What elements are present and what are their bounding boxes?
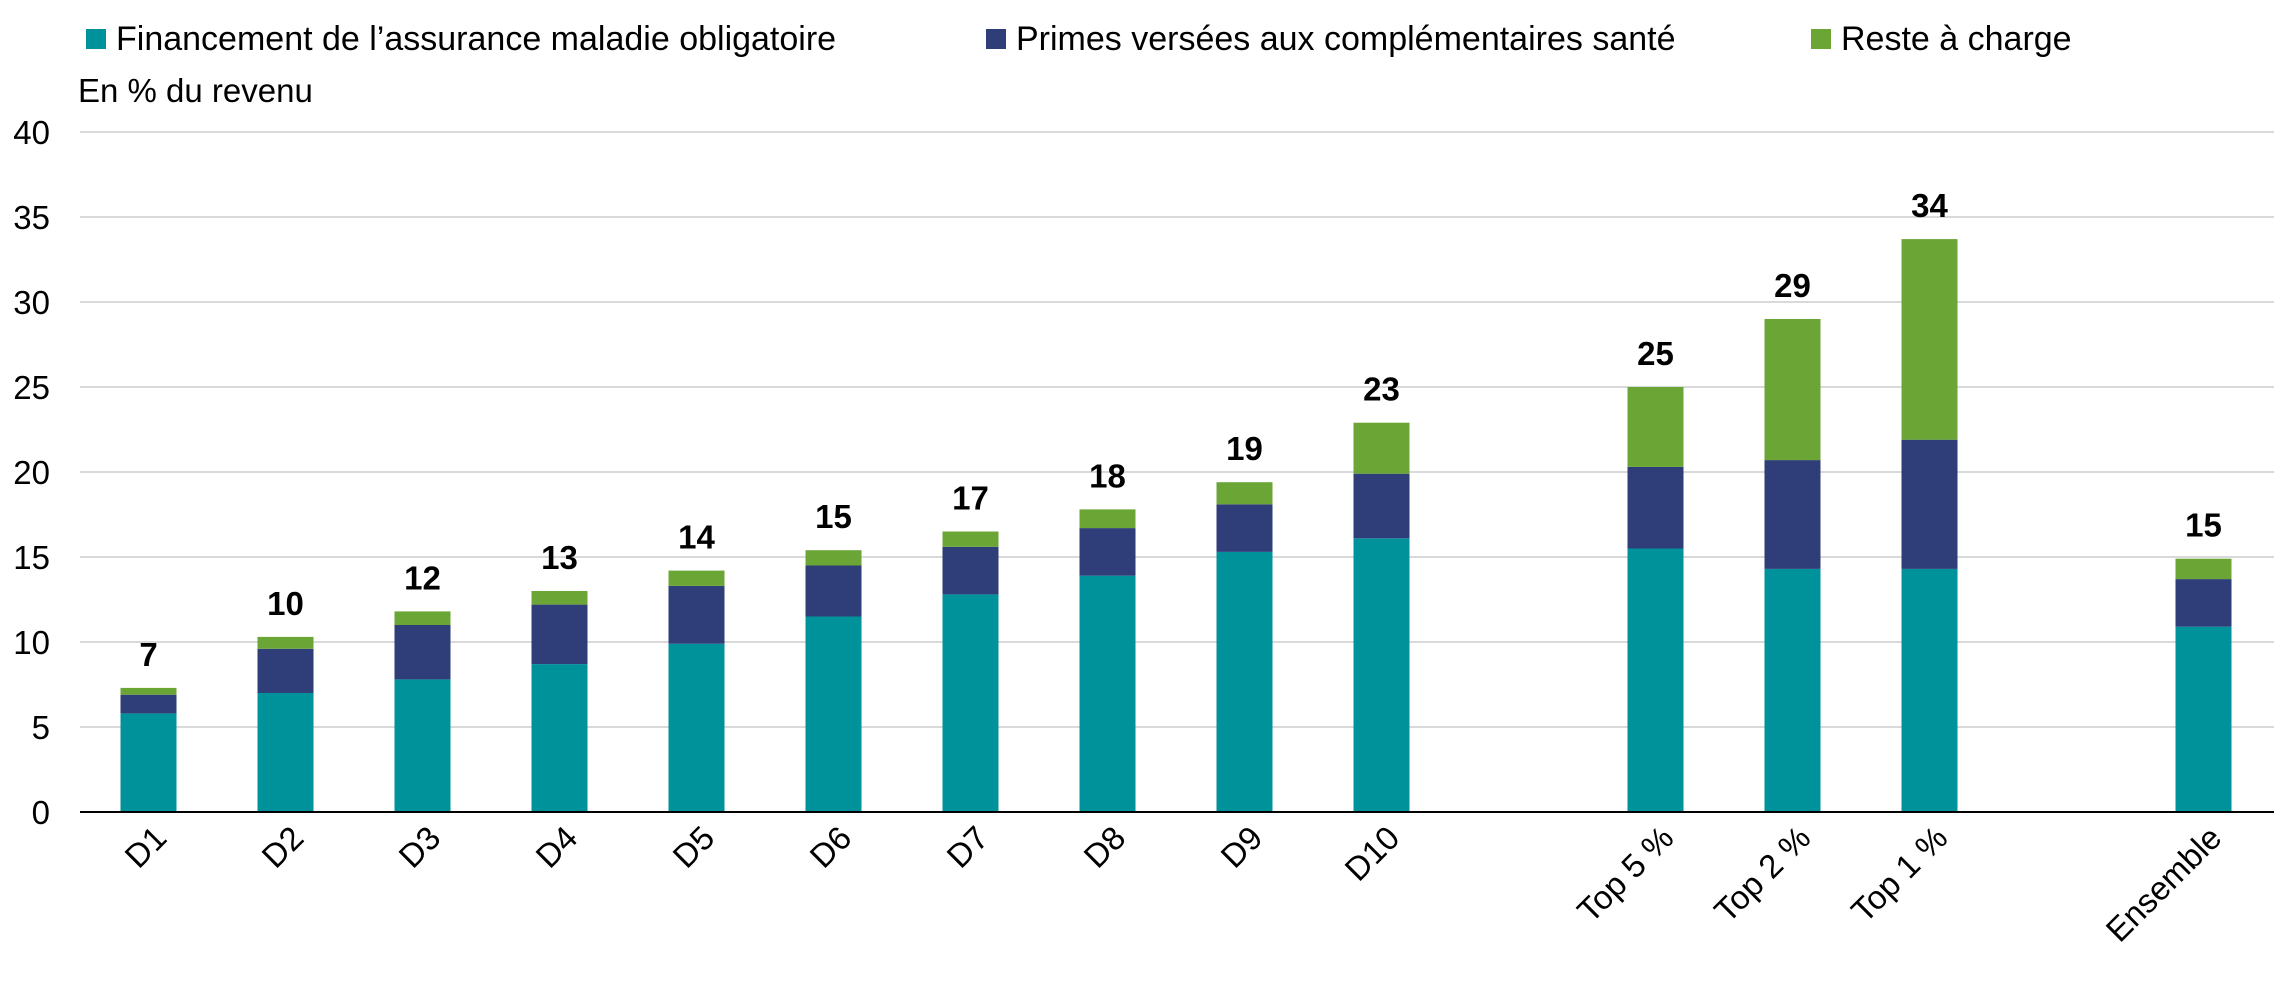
x-tick-label-d10: D10 bbox=[1337, 819, 1406, 888]
bar-d8-series-1 bbox=[1079, 575, 1136, 812]
legend-item-reste: Reste à charge bbox=[1811, 20, 2072, 59]
data-label-total-d2: 10 bbox=[267, 585, 304, 622]
x-tick-label-d1: D1 bbox=[117, 819, 173, 875]
y-tick-label-35: 35 bbox=[13, 199, 50, 236]
bar-d4-series-3 bbox=[531, 591, 588, 605]
bar-ensemble-series-3 bbox=[2175, 558, 2232, 580]
x-tick-label-top-1: Top 1 % bbox=[1844, 819, 1954, 929]
x-tick-label-d3: D3 bbox=[391, 819, 447, 875]
bar-d9-series-3 bbox=[1216, 482, 1273, 505]
x-tick-label-d5: D5 bbox=[665, 819, 721, 875]
data-label-total-ensemble: 15 bbox=[2185, 507, 2222, 544]
bar-d2-series-1 bbox=[257, 693, 314, 812]
bar-d1-series-3 bbox=[120, 687, 177, 695]
y-tick-label-30: 30 bbox=[13, 284, 50, 321]
legend-swatch-financement bbox=[86, 29, 106, 49]
bar-d2-series-3 bbox=[257, 636, 314, 649]
bar-d1-series-1 bbox=[120, 713, 177, 812]
bar-top-1-series-3 bbox=[1901, 239, 1958, 440]
data-label-total-d9: 19 bbox=[1226, 430, 1263, 467]
bar-d6-series-3 bbox=[805, 550, 862, 566]
x-tick-label-top-2: Top 2 % bbox=[1707, 819, 1817, 929]
data-label-total-d6: 15 bbox=[815, 498, 852, 535]
bar-top-2-series-1 bbox=[1764, 568, 1821, 812]
data-label-total-d3: 12 bbox=[404, 559, 441, 596]
bar-d8-series-3 bbox=[1079, 509, 1136, 529]
x-tick-label-d8: D8 bbox=[1076, 819, 1132, 875]
bar-d9-series-2 bbox=[1216, 504, 1273, 552]
bar-d10-series-3 bbox=[1353, 422, 1410, 474]
x-tick-label-d7: D7 bbox=[939, 819, 995, 875]
legend: Financement de l’assurance maladie oblig… bbox=[86, 14, 2072, 64]
x-tick-label-d9: D9 bbox=[1213, 819, 1269, 875]
bar-d3-series-1 bbox=[394, 679, 451, 812]
data-label-total-top-5: 25 bbox=[1637, 335, 1674, 372]
y-tick-label-25: 25 bbox=[13, 369, 50, 406]
x-tick-label-d2: D2 bbox=[254, 819, 310, 875]
bar-top-5-series-1 bbox=[1627, 548, 1684, 812]
legend-label-financement: Financement de l’assurance maladie oblig… bbox=[116, 19, 837, 58]
bar-top-1-series-1 bbox=[1901, 568, 1958, 812]
bar-d6-series-1 bbox=[805, 616, 862, 812]
legend-label-primes: Primes versées aux complémentaires santé bbox=[1016, 19, 1676, 58]
bar-d10-series-1 bbox=[1353, 538, 1410, 812]
x-tick-label-d4: D4 bbox=[528, 819, 584, 875]
bar-d8-series-2 bbox=[1079, 528, 1136, 576]
y-tick-label-15: 15 bbox=[13, 539, 50, 576]
bar-d4-series-2 bbox=[531, 604, 588, 665]
bar-d6-series-2 bbox=[805, 565, 862, 617]
bar-d3-series-2 bbox=[394, 625, 451, 680]
bar-top-5-series-2 bbox=[1627, 466, 1684, 549]
bar-d1-series-2 bbox=[120, 694, 177, 714]
x-tick-label-ensemble: Ensemble bbox=[2099, 819, 2229, 949]
y-tick-label-20: 20 bbox=[13, 454, 50, 491]
data-label-total-top-2: 29 bbox=[1774, 267, 1811, 304]
bar-ensemble-series-2 bbox=[2175, 579, 2232, 627]
data-label-total-d7: 17 bbox=[952, 480, 989, 517]
legend-label-reste: Reste à charge bbox=[1841, 19, 2072, 58]
y-tick-label-5: 5 bbox=[32, 709, 50, 746]
y-tick-label-0: 0 bbox=[32, 794, 50, 831]
x-tick-label-top-5: Top 5 % bbox=[1570, 819, 1680, 929]
bar-d7-series-3 bbox=[942, 531, 999, 547]
bar-d7-series-1 bbox=[942, 594, 999, 812]
y-axis-label: En % du revenu bbox=[78, 72, 313, 109]
bar-top-2-series-2 bbox=[1764, 460, 1821, 569]
bar-ensemble-series-1 bbox=[2175, 626, 2232, 812]
bar-top-2-series-3 bbox=[1764, 319, 1821, 461]
data-label-total-d5: 14 bbox=[678, 519, 715, 556]
bar-d4-series-1 bbox=[531, 664, 588, 812]
data-label-total-d8: 18 bbox=[1089, 457, 1126, 494]
bar-d2-series-2 bbox=[257, 648, 314, 693]
data-label-total-d10: 23 bbox=[1363, 371, 1400, 408]
bar-d3-series-3 bbox=[394, 611, 451, 625]
legend-item-financement: Financement de l’assurance maladie oblig… bbox=[86, 20, 986, 59]
bar-d7-series-2 bbox=[942, 546, 999, 595]
bar-d5-series-1 bbox=[668, 643, 725, 812]
y-tick-label-40: 40 bbox=[13, 114, 50, 151]
bar-d5-series-3 bbox=[668, 570, 725, 586]
data-label-total-d1: 7 bbox=[139, 636, 157, 673]
y-tick-label-10: 10 bbox=[13, 624, 50, 661]
bar-d9-series-1 bbox=[1216, 551, 1273, 812]
legend-item-primes: Primes versées aux complémentaires santé bbox=[986, 20, 1811, 59]
data-label-total-d4: 13 bbox=[541, 539, 578, 576]
legend-swatch-reste bbox=[1811, 29, 1831, 49]
bar-d5-series-2 bbox=[668, 585, 725, 644]
bar-top-5-series-3 bbox=[1627, 387, 1684, 467]
x-tick-label-d6: D6 bbox=[802, 819, 858, 875]
data-label-total-top-1: 34 bbox=[1911, 187, 1948, 224]
bar-top-1-series-2 bbox=[1901, 439, 1958, 569]
bar-d10-series-2 bbox=[1353, 473, 1410, 539]
legend-swatch-primes bbox=[986, 29, 1006, 49]
